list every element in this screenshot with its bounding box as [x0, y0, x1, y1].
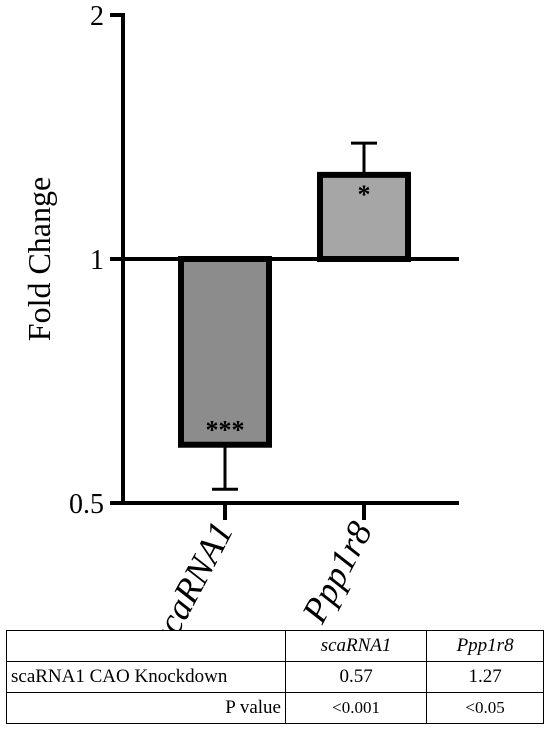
table-cell-pvalue-scarna1: <0.001	[284, 692, 428, 724]
x-tick-label-scarna1: scaRNA1	[143, 515, 241, 630]
significance-label-scarna1: ***	[206, 416, 245, 445]
table-row: scaRNA1 CAO Knockdown 0.57 1.27	[6, 661, 544, 693]
y-tick-label-2: 2	[90, 1, 104, 32]
table-header-empty	[6, 630, 286, 662]
table-header-ppp1r8: Ppp1r8	[426, 630, 544, 662]
significance-label-ppp1r8: *	[358, 180, 371, 209]
table-cell-knockdown-ppp1r8: 1.27	[426, 661, 544, 693]
y-tick-label-1: 1	[90, 245, 104, 276]
y-axis-title: Fold Change	[21, 177, 57, 341]
table-cell-pvalue-ppp1r8: <0.05	[426, 692, 544, 724]
table-header-row: scaRNA1 Ppp1r8	[6, 630, 544, 662]
results-table: scaRNA1 Ppp1r8 scaRNA1 CAO Knockdown 0.5…	[6, 630, 544, 724]
x-tick-label-ppp1r8: Ppp1r8	[294, 515, 380, 630]
table-header-scarna1: scaRNA1	[284, 630, 428, 662]
bar-scarna1	[178, 256, 272, 448]
table-row: P value <0.001 <0.05	[6, 692, 544, 724]
table-row-label-knockdown: scaRNA1 CAO Knockdown	[6, 661, 286, 693]
bars-group: ****	[178, 141, 411, 491]
y-tick-label-0-5: 0.5	[69, 489, 104, 520]
table-cell-knockdown-scarna1: 0.57	[284, 661, 428, 693]
table-row-label-pvalue: P value	[6, 692, 286, 724]
bar-ppp1r8	[317, 171, 411, 262]
fold-change-chart: 2 1 0.5 Fold Change **** scaRNA1 Ppp1r8	[21, 1, 459, 630]
